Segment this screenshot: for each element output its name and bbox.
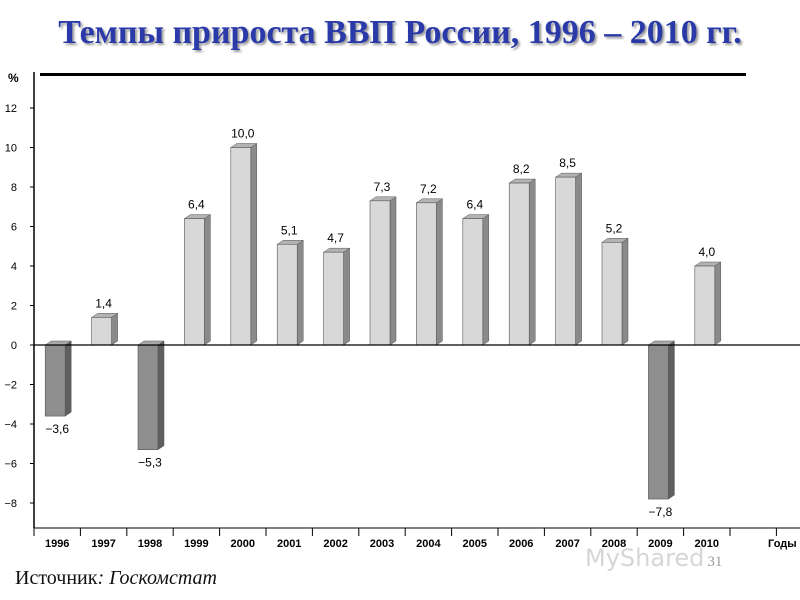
bar-2003 xyxy=(369,200,391,346)
x-tick-label: 2001 xyxy=(277,538,301,550)
bar-2002 xyxy=(323,251,344,346)
watermark-text: MyShared xyxy=(585,544,705,572)
source-value: : Госкомстат xyxy=(97,567,217,589)
x-tick-label: 2005 xyxy=(463,538,487,550)
bar-side xyxy=(111,312,118,346)
x-tick-label: 2007 xyxy=(555,538,579,550)
bar-side xyxy=(64,340,72,417)
data-label: 6,4 xyxy=(188,198,205,212)
bar-1999 xyxy=(184,218,205,346)
y-tick-label: 2 xyxy=(11,301,17,313)
y-tick-label: −4 xyxy=(4,419,17,431)
x-tick-label: 1997 xyxy=(91,538,115,550)
bar-2000 xyxy=(230,147,252,346)
bar-side xyxy=(482,214,490,346)
bar-side xyxy=(389,196,397,346)
page-title: Темпы прироста ВВП России, 1996 – 2010 г… xyxy=(58,14,742,51)
source-label: Источник xyxy=(15,567,98,589)
x-tick-label: 2010 xyxy=(695,538,719,550)
x-tick-label: 1996 xyxy=(45,538,69,550)
y-tick-label: −8 xyxy=(4,498,17,510)
bar-2005 xyxy=(462,218,484,346)
bar-2001 xyxy=(276,243,298,346)
x-tick-label: 2000 xyxy=(231,538,255,550)
x-tick-label: 2002 xyxy=(323,538,347,550)
bar-side xyxy=(528,178,536,346)
x-tick-label: 2009 xyxy=(648,538,672,550)
x-axis-label: Годы xyxy=(768,538,797,550)
source-note: Источник: Госкомстат xyxy=(15,567,217,590)
data-label: 4,0 xyxy=(698,245,715,259)
x-tick-label: 2008 xyxy=(602,538,626,550)
page-number: 31 xyxy=(707,554,723,570)
y-tick-label: 12 xyxy=(5,103,17,115)
x-tick-label: 1999 xyxy=(184,538,208,550)
bar-2010 xyxy=(694,265,716,346)
bar-1998 xyxy=(137,344,159,450)
data-label: 4,7 xyxy=(327,231,344,245)
bar-1997 xyxy=(91,317,112,346)
data-label: 5,2 xyxy=(606,221,623,235)
x-tick-label: 2003 xyxy=(370,538,394,550)
data-label: 6,4 xyxy=(466,198,483,212)
y-tick-label: 0 xyxy=(11,340,17,352)
data-label: 1,4 xyxy=(95,296,112,310)
data-label: 8,5 xyxy=(559,156,576,170)
bar-side xyxy=(575,172,582,346)
y-tick-label: 4 xyxy=(11,261,17,273)
bar-side xyxy=(714,261,722,346)
data-label: 8,2 xyxy=(513,162,530,176)
title-underline xyxy=(40,73,746,76)
bar-side xyxy=(436,198,443,346)
bar-side xyxy=(343,247,350,346)
bar-side xyxy=(157,340,165,451)
y-tick-label: 10 xyxy=(5,143,17,155)
y-tick-label: −2 xyxy=(4,380,17,392)
bar-2006 xyxy=(508,182,530,346)
bar-2007 xyxy=(555,176,576,346)
bar-side xyxy=(621,237,629,346)
x-tick-label: 1998 xyxy=(138,538,162,550)
y-tick-label: 6 xyxy=(11,222,17,234)
y-tick-label: −6 xyxy=(4,459,17,471)
bar-side xyxy=(668,340,675,500)
data-label: 5,1 xyxy=(281,223,298,237)
watermark: MyShared 31 xyxy=(585,544,722,572)
bar-2008 xyxy=(601,242,623,346)
data-label: −3,6 xyxy=(45,422,69,436)
bar-side xyxy=(296,239,304,346)
bar-1996 xyxy=(44,344,66,417)
data-label: 7,2 xyxy=(420,182,437,196)
bar-side xyxy=(250,143,258,346)
y-axis-label: % xyxy=(8,71,19,85)
x-tick-label: 2006 xyxy=(509,538,533,550)
bar-2004 xyxy=(416,202,437,346)
y-tick-label: 8 xyxy=(11,182,17,194)
data-label: 7,3 xyxy=(374,180,391,194)
data-label: −7,8 xyxy=(649,505,673,519)
bar-side xyxy=(204,214,211,346)
bar-2009 xyxy=(648,344,669,500)
data-label: 10,0 xyxy=(231,127,255,141)
data-label: −5,3 xyxy=(138,456,162,470)
x-tick-label: 2004 xyxy=(416,538,441,550)
